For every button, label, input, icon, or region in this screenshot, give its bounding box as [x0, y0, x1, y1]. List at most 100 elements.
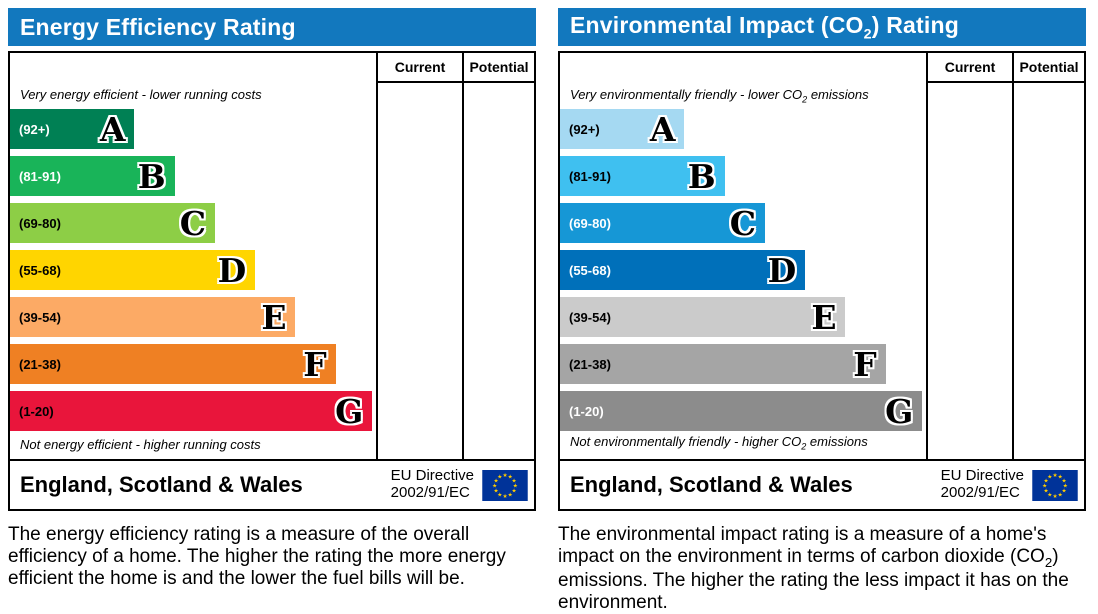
band-e: (39-54) E — [10, 297, 296, 337]
co2-chart-footer: England, Scotland & Wales EU Directive 2… — [560, 459, 1084, 509]
band-c-range: (69-80) — [569, 215, 611, 231]
top-caption: Very environmentally friendly - lower CO… — [570, 87, 869, 105]
eu-directive-label: EU Directive 2002/91/EC — [390, 467, 474, 502]
band-d: (55-68) D — [560, 250, 806, 290]
band-e-range: (39-54) — [569, 309, 611, 325]
band-d-range: (55-68) — [19, 262, 61, 278]
svg-text:★: ★ — [493, 477, 498, 484]
band-f: (21-38) F — [10, 344, 336, 384]
band-f-range: (21-38) — [19, 356, 61, 372]
svg-text:★: ★ — [508, 491, 513, 498]
svg-text:★: ★ — [1052, 492, 1057, 499]
svg-text:★: ★ — [511, 477, 516, 484]
environmental-impact-title-bar: Environmental Impact (CO2) Rating — [558, 8, 1086, 46]
co2-bands: (92+) A (81-91) B (69-80) C (55-68) D — [560, 109, 926, 438]
band-a-letter: A — [99, 109, 126, 149]
band-b: (81-91) B — [560, 156, 725, 196]
svg-text:★: ★ — [1043, 477, 1048, 484]
current-column-divider — [926, 53, 928, 459]
eu-directive-line1: EU Directive — [940, 467, 1024, 485]
band-d-range: (55-68) — [569, 262, 611, 278]
environmental-impact-title: Environmental Impact (CO2) Rating — [570, 11, 959, 43]
environmental-impact-chart: Current Potential Very environmentally f… — [558, 51, 1086, 511]
band-c-letter: C — [729, 203, 756, 243]
band-g-range: (1-20) — [19, 403, 54, 419]
band-b: (81-91) B — [10, 156, 175, 196]
energy-chart-body: Current Potential Very energy efficient … — [10, 53, 534, 459]
eu-directive-label: EU Directive 2002/91/EC — [940, 467, 1024, 502]
band-f: (21-38) F — [560, 344, 886, 384]
eu-directive-line2: 2002/91/EC — [940, 484, 1020, 501]
band-b-range: (81-91) — [19, 168, 61, 184]
band-c: (69-80) C — [10, 203, 215, 243]
svg-text:★: ★ — [1047, 473, 1052, 480]
svg-text:★: ★ — [513, 482, 518, 489]
band-f-letter: F — [853, 344, 877, 384]
band-a: (92+) A — [10, 109, 135, 149]
potential-column-divider — [462, 53, 464, 459]
band-c-range: (69-80) — [19, 215, 61, 231]
svg-text:★: ★ — [493, 487, 498, 494]
svg-text:★: ★ — [1042, 482, 1047, 489]
column-header-underline — [926, 81, 1084, 83]
band-c: (69-80) C — [560, 203, 765, 243]
region-label: England, Scotland & Wales — [20, 472, 303, 497]
band-e-range: (39-54) — [19, 309, 61, 325]
co2-description: The environmental impact rating is a mea… — [558, 524, 1069, 614]
energy-bands: (92+) A (81-91) B (69-80) C (55-68) D — [10, 109, 376, 438]
svg-text:★: ★ — [1063, 482, 1068, 489]
current-column-divider — [376, 53, 378, 459]
band-d-letter: D — [767, 250, 797, 290]
band-d: (55-68) D — [10, 250, 256, 290]
svg-text:★: ★ — [497, 473, 502, 480]
bottom-caption: Not energy efficient - higher running co… — [20, 437, 261, 452]
band-g-letter: G — [335, 391, 364, 431]
eu-directive-line2: 2002/91/EC — [390, 484, 470, 501]
svg-text:★: ★ — [511, 487, 516, 494]
environmental-impact-panel: Environmental Impact (CO2) Rating Curren… — [558, 8, 1086, 614]
band-e-letter: E — [811, 297, 837, 337]
band-b-range: (81-91) — [569, 168, 611, 184]
band-a: (92+) A — [560, 109, 685, 149]
svg-text:★: ★ — [1061, 477, 1066, 484]
energy-efficiency-chart: Current Potential Very energy efficient … — [8, 51, 536, 511]
energy-efficiency-title-bar: Energy Efficiency Rating — [8, 8, 536, 46]
band-b-letter: B — [687, 156, 716, 196]
svg-text:★: ★ — [497, 491, 502, 498]
eu-flag-icon: ★ ★★ ★★★ ★★★ ★★★ — [1032, 469, 1078, 501]
band-a-range: (92+) — [19, 121, 50, 137]
band-e: (39-54) E — [560, 297, 846, 337]
svg-text:★: ★ — [508, 473, 513, 480]
bottom-caption: Not environmentally friendly - higher CO… — [570, 434, 868, 452]
svg-text:★: ★ — [502, 472, 507, 479]
band-f-letter: F — [303, 344, 327, 384]
band-g-letter: G — [885, 391, 914, 431]
svg-text:★: ★ — [1058, 473, 1063, 480]
svg-text:★: ★ — [492, 482, 497, 489]
svg-text:★: ★ — [1052, 472, 1057, 479]
energy-description: The energy efficiency rating is a measur… — [8, 524, 506, 590]
band-a-range: (92+) — [569, 121, 600, 137]
current-column-header: Current — [944, 59, 996, 75]
band-c-letter: C — [179, 203, 206, 243]
co2-chart-body: Current Potential Very environmentally f… — [560, 53, 1084, 459]
band-g: (1-20) G — [560, 391, 923, 431]
energy-efficiency-panel: Energy Efficiency Rating Current Potenti… — [8, 8, 536, 614]
top-caption: Very energy efficient - lower running co… — [20, 87, 262, 102]
potential-column-header: Potential — [1019, 59, 1079, 75]
band-g: (1-20) G — [10, 391, 373, 431]
region-label: England, Scotland & Wales — [570, 472, 853, 497]
column-header-underline — [376, 81, 534, 83]
band-b-letter: B — [137, 156, 166, 196]
potential-column-divider — [1012, 53, 1014, 459]
svg-text:★: ★ — [1043, 487, 1048, 494]
svg-text:★: ★ — [1058, 491, 1063, 498]
band-f-range: (21-38) — [569, 356, 611, 372]
energy-chart-footer: England, Scotland & Wales EU Directive 2… — [10, 459, 534, 509]
eu-flag-icon: ★ ★★ ★★★ ★★★ ★★★ — [482, 469, 528, 501]
current-column-header: Current — [394, 59, 446, 75]
energy-efficiency-title: Energy Efficiency Rating — [20, 13, 296, 40]
svg-text:★: ★ — [502, 492, 507, 499]
band-g-range: (1-20) — [569, 403, 604, 419]
